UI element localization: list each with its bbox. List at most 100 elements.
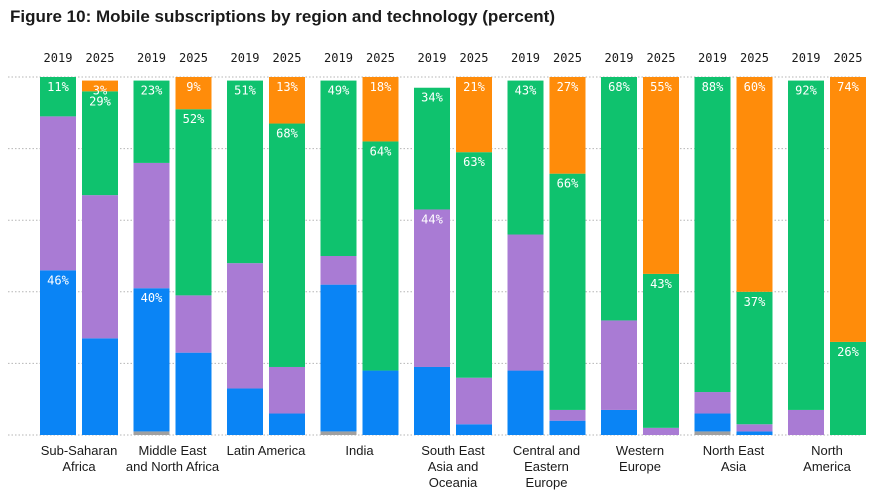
data-label: 23% (141, 84, 163, 98)
data-label: 3% (93, 84, 108, 98)
bar-segment-green (549, 173, 586, 410)
region-label: Middle East (139, 443, 207, 458)
bar-segment-blue (227, 388, 263, 435)
data-label: 37% (744, 295, 766, 309)
bar-segment-purple (82, 195, 118, 339)
bar-segment-purple (507, 234, 544, 371)
year-label: 2019 (605, 51, 634, 65)
bar-segment-purple (549, 409, 586, 421)
bar-segment-green (736, 291, 773, 425)
bar-segment-purple (694, 392, 731, 414)
bar-group: 88% 37% 60% (694, 77, 773, 435)
bar-segment-green (507, 80, 544, 235)
data-label: 88% (702, 80, 724, 94)
year-label: 2025 (740, 51, 769, 65)
data-label: 9% (186, 80, 201, 94)
region-label: Africa (62, 459, 96, 474)
bar-segment-purple (456, 377, 492, 425)
bar-segment-blue (133, 288, 170, 432)
data-label: 29% (89, 94, 111, 108)
bar-segment-purple (736, 424, 773, 432)
bar-segment-purple (175, 295, 212, 353)
bar-segment-orange (269, 77, 305, 124)
bar-group: 43% 66% 27% (507, 77, 586, 435)
bar-segment-green (269, 123, 305, 367)
bar-segment-orange (175, 77, 212, 110)
region-label: Oceania (429, 475, 478, 490)
bar-segment-green (601, 77, 637, 321)
year-label: 2025 (179, 51, 208, 65)
data-label: 74% (837, 80, 859, 94)
data-label: 52% (183, 112, 205, 126)
bar-segment-grey (694, 431, 731, 435)
bar-segment-purple (320, 256, 357, 285)
year-label: 2019 (418, 51, 447, 65)
bar-segment-purple (414, 209, 450, 367)
bar-segment-orange (456, 77, 492, 153)
bar-segment-purple (643, 427, 679, 435)
data-label: 49% (328, 84, 350, 98)
data-label: 40% (141, 291, 163, 305)
chart-title: Figure 10: Mobile subscriptions by regio… (10, 7, 555, 26)
bar-segment-orange (736, 77, 773, 292)
data-label: 68% (608, 80, 630, 94)
data-label: 43% (515, 84, 537, 98)
year-label: 2019 (511, 51, 540, 65)
bar-segment-green (788, 80, 824, 410)
year-label: 2019 (324, 51, 353, 65)
bar-segment-blue (456, 424, 492, 435)
bar-group: 49% 64% 18% (320, 77, 399, 435)
data-label: 43% (650, 277, 672, 291)
bar-segment-blue (40, 270, 76, 435)
year-label: 2025 (834, 51, 863, 65)
bar-segment-blue (362, 370, 399, 435)
bar-segment-grey (133, 431, 170, 435)
year-label: 2025 (460, 51, 489, 65)
region-label: Latin America (227, 443, 307, 458)
data-label: 68% (276, 127, 298, 141)
bar-segment-orange (643, 77, 679, 274)
bar-segment-blue (549, 420, 586, 435)
year-label: 2019 (44, 51, 73, 65)
bar-segment-purple (227, 263, 263, 389)
bar-segment-blue (320, 284, 357, 432)
bar-segment-green (82, 91, 118, 196)
region-label: Central and (513, 443, 580, 458)
bar-segment-green (830, 341, 866, 435)
region-label: North East (703, 443, 765, 458)
bar-group: 46% 11% 29%3% (40, 77, 118, 435)
year-label: 2025 (366, 51, 395, 65)
data-label: 60% (744, 80, 766, 94)
bar-segment-green (362, 141, 399, 371)
data-label: 92% (795, 84, 817, 98)
bar-segment-green (643, 273, 679, 428)
bar-segment-blue (414, 366, 450, 435)
bar-group: 44% 34% 63% 21% (414, 77, 492, 435)
bar-segment-blue (175, 352, 212, 435)
data-label: 46% (47, 273, 69, 287)
region-label: South East (421, 443, 485, 458)
bar-segment-purple (601, 320, 637, 410)
bar-segment-blue (694, 413, 731, 432)
bar-group: 51% 68% 13% (227, 77, 305, 435)
year-label: 2025 (273, 51, 302, 65)
year-label: 2019 (698, 51, 727, 65)
bar-segment-orange (82, 80, 118, 92)
region-label: North (811, 443, 843, 458)
data-label: 51% (234, 84, 256, 98)
year-label: 2019 (792, 51, 821, 65)
region-label: Eastern (524, 459, 569, 474)
year-label: 2025 (647, 51, 676, 65)
bar-group: 40% 23% 52% 9% (133, 77, 212, 435)
year-label: 2025 (86, 51, 115, 65)
bar-segment-orange (549, 77, 586, 174)
region-label: Europe (619, 459, 661, 474)
bar-segment-green (227, 80, 263, 264)
region-label: Asia and (428, 459, 479, 474)
bar-segment-blue (736, 431, 773, 435)
bar-groups: 46% 11% 29%3% 40% 23% 52% 9% 51% 68% 13% 49% 64% 18%… (40, 77, 866, 435)
data-label: 63% (463, 155, 485, 169)
year-label: 2025 (553, 51, 582, 65)
data-label: 13% (276, 80, 298, 94)
